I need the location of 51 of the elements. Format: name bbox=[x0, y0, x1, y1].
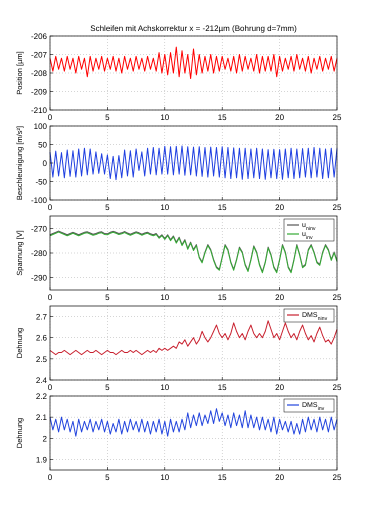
x-tick-label: 15 bbox=[218, 383, 228, 392]
x-tick-label: 20 bbox=[275, 113, 285, 122]
x-tick-label: 25 bbox=[332, 293, 342, 302]
y-tick-label: 0 bbox=[42, 159, 48, 168]
y-tick-label: 2.7 bbox=[36, 312, 48, 322]
y-tick-label: 2.6 bbox=[36, 334, 48, 343]
x-tick-label: 10 bbox=[160, 383, 170, 392]
y-tick-label: 2.2 bbox=[36, 392, 48, 401]
x-tick-label: 25 bbox=[332, 203, 342, 212]
y-tick-label: -280 bbox=[30, 249, 48, 258]
x-tick-label: 5 bbox=[105, 383, 110, 392]
x-tick-label: 10 bbox=[160, 293, 170, 302]
line-series bbox=[50, 46, 338, 80]
x-tick-label: 5 bbox=[105, 473, 110, 482]
y-tick-label: 1.9 bbox=[36, 455, 48, 464]
x-tick-label: 10 bbox=[160, 113, 170, 122]
y-tick-label: 2 bbox=[42, 434, 48, 444]
x-tick-label: 15 bbox=[218, 203, 228, 212]
x-tick-label: 5 bbox=[105, 113, 110, 122]
x-tick-label: 20 bbox=[275, 473, 285, 482]
y-tick-label: -210 bbox=[30, 106, 48, 115]
line-series bbox=[50, 408, 338, 437]
x-tick-label: 15 bbox=[218, 113, 228, 122]
y-tick-label: -209 bbox=[30, 88, 48, 96]
x-tick-label: 10 bbox=[160, 473, 170, 482]
y-tick-label: 2.1 bbox=[36, 413, 48, 422]
x-tick-label: 25 bbox=[332, 383, 342, 392]
y-tick-label: 100 bbox=[34, 122, 48, 131]
line-series bbox=[50, 145, 338, 180]
y-tick-label: -207 bbox=[30, 50, 48, 60]
chart-title: Schleifen mit Achskorrektur x = -212µm (Bohrung d=7mm) bbox=[90, 24, 298, 33]
y-tick-label: -270 bbox=[30, 224, 48, 234]
x-tick-label: 25 bbox=[332, 473, 342, 482]
x-tick-label: 15 bbox=[218, 473, 228, 482]
line-series bbox=[50, 320, 338, 356]
x-tick-label: 10 bbox=[160, 203, 170, 212]
x-tick-label: 15 bbox=[218, 293, 228, 302]
y-tick-label: 2.4 bbox=[36, 376, 48, 385]
y-tick-label: -100 bbox=[30, 196, 48, 205]
x-tick-label: 20 bbox=[275, 383, 285, 392]
y-tick-label: 50 bbox=[38, 140, 48, 150]
y-tick-label: 2.5 bbox=[36, 354, 48, 364]
y-tick-label: -50 bbox=[35, 178, 48, 186]
x-tick-label: 20 bbox=[275, 293, 285, 302]
y-tick-label: -208 bbox=[30, 69, 48, 78]
x-tick-label: 20 bbox=[275, 203, 285, 212]
y-tick-label: -290 bbox=[30, 274, 48, 283]
x-tick-label: 5 bbox=[105, 293, 110, 302]
y-tick-label: -206 bbox=[30, 32, 48, 41]
x-tick-label: 25 bbox=[332, 113, 342, 122]
x-tick-label: 5 bbox=[105, 203, 110, 212]
